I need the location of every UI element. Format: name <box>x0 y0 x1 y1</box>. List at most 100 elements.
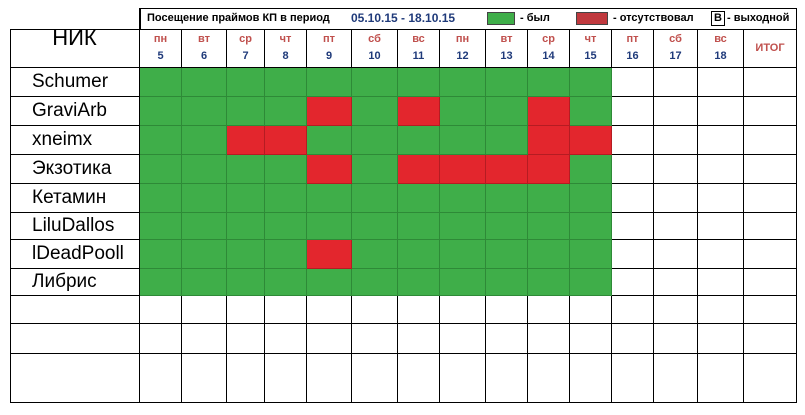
empty-cell <box>654 68 698 97</box>
attendance-present-cell <box>352 97 398 126</box>
empty-name-cell <box>10 324 140 354</box>
day-number-label: 18 <box>714 50 727 62</box>
attendance-present-cell <box>486 126 528 155</box>
empty-cell <box>612 296 654 324</box>
empty-name-cell <box>10 354 140 403</box>
empty-cell <box>528 354 570 403</box>
attendance-present-cell <box>528 269 570 296</box>
player-name: Кетамин <box>10 184 140 213</box>
attendance-present-cell <box>570 68 612 97</box>
day-number-label: 12 <box>456 50 469 62</box>
day-of-week-label: сб <box>368 33 381 45</box>
legend-absent-swatch <box>576 12 608 25</box>
period-range: 05.10.15 - 18.10.15 <box>351 11 456 25</box>
itog-cell <box>744 126 797 155</box>
itog-cell <box>744 184 797 213</box>
empty-cell <box>528 324 570 354</box>
attendance-present-cell <box>440 240 486 269</box>
day-number-label: 5 <box>157 50 164 62</box>
legend-weekend-marker: В <box>711 11 725 26</box>
attendance-present-cell <box>182 269 227 296</box>
empty-cell <box>486 296 528 324</box>
day-of-week-label: ср <box>542 33 555 45</box>
itog-cell <box>744 354 797 403</box>
attendance-absent-cell <box>398 155 440 184</box>
day-number-label: 17 <box>669 50 682 62</box>
empty-cell <box>440 324 486 354</box>
empty-cell <box>486 354 528 403</box>
empty-cell <box>654 184 698 213</box>
player-name: Либрис <box>10 269 140 296</box>
empty-cell <box>570 296 612 324</box>
header-strip <box>140 8 797 29</box>
day-header-11: вс 11 <box>398 29 440 68</box>
attendance-present-cell <box>182 68 227 97</box>
day-header-6: вт 6 <box>182 29 227 68</box>
day-number-label: 16 <box>626 50 639 62</box>
itog-column-header: ИТОГ <box>744 29 797 68</box>
day-header-15: чт 15 <box>570 29 612 68</box>
day-of-week-label: вс <box>714 33 727 45</box>
nik-column-header: НИК <box>10 8 140 68</box>
player-name: xneimx <box>10 126 140 155</box>
day-of-week-label: вт <box>197 33 210 45</box>
empty-cell <box>307 296 352 324</box>
day-header-8: чт 8 <box>265 29 307 68</box>
attendance-present-cell <box>265 68 307 97</box>
attendance-present-cell <box>265 184 307 213</box>
attendance-present-cell <box>440 68 486 97</box>
attendance-present-cell <box>265 97 307 126</box>
empty-cell <box>265 296 307 324</box>
attendance-absent-cell <box>307 97 352 126</box>
attendance-present-cell <box>140 97 182 126</box>
attendance-present-cell <box>265 240 307 269</box>
attendance-present-cell <box>265 155 307 184</box>
attendance-present-cell <box>307 213 352 240</box>
attendance-present-cell <box>307 184 352 213</box>
player-name: lDeadPooll <box>10 240 140 269</box>
empty-cell <box>352 354 398 403</box>
empty-cell <box>654 296 698 324</box>
attendance-absent-cell <box>307 155 352 184</box>
day-header-5: пн 5 <box>140 29 182 68</box>
attendance-present-cell <box>265 269 307 296</box>
empty-cell <box>698 184 744 213</box>
attendance-present-cell <box>182 240 227 269</box>
day-number-label: 11 <box>412 50 425 62</box>
itog-cell <box>744 155 797 184</box>
player-name: Schumer <box>10 68 140 97</box>
attendance-absent-cell <box>570 126 612 155</box>
attendance-present-cell <box>352 184 398 213</box>
day-of-week-label: сб <box>669 33 682 45</box>
day-header-14: ср 14 <box>528 29 570 68</box>
attendance-present-cell <box>352 155 398 184</box>
empty-cell <box>698 324 744 354</box>
empty-cell <box>612 68 654 97</box>
attendance-present-cell <box>440 97 486 126</box>
attendance-absent-cell <box>265 126 307 155</box>
empty-cell <box>698 354 744 403</box>
empty-cell <box>612 97 654 126</box>
attendance-present-cell <box>398 269 440 296</box>
attendance-present-cell <box>352 213 398 240</box>
attendance-present-cell <box>570 184 612 213</box>
empty-cell <box>265 324 307 354</box>
day-number-label: 13 <box>500 50 513 62</box>
empty-cell <box>612 213 654 240</box>
empty-cell <box>698 296 744 324</box>
empty-cell <box>265 354 307 403</box>
empty-name-cell <box>10 296 140 324</box>
empty-cell <box>140 354 182 403</box>
empty-cell <box>612 184 654 213</box>
attendance-present-cell <box>140 155 182 184</box>
attendance-present-cell <box>486 97 528 126</box>
attendance-present-cell <box>440 269 486 296</box>
day-header-16: пт 16 <box>612 29 654 68</box>
empty-cell <box>352 324 398 354</box>
itog-cell <box>744 68 797 97</box>
empty-cell <box>698 240 744 269</box>
day-header-17: сб 17 <box>654 29 698 68</box>
attendance-present-cell <box>528 184 570 213</box>
day-of-week-label: чт <box>584 33 597 45</box>
